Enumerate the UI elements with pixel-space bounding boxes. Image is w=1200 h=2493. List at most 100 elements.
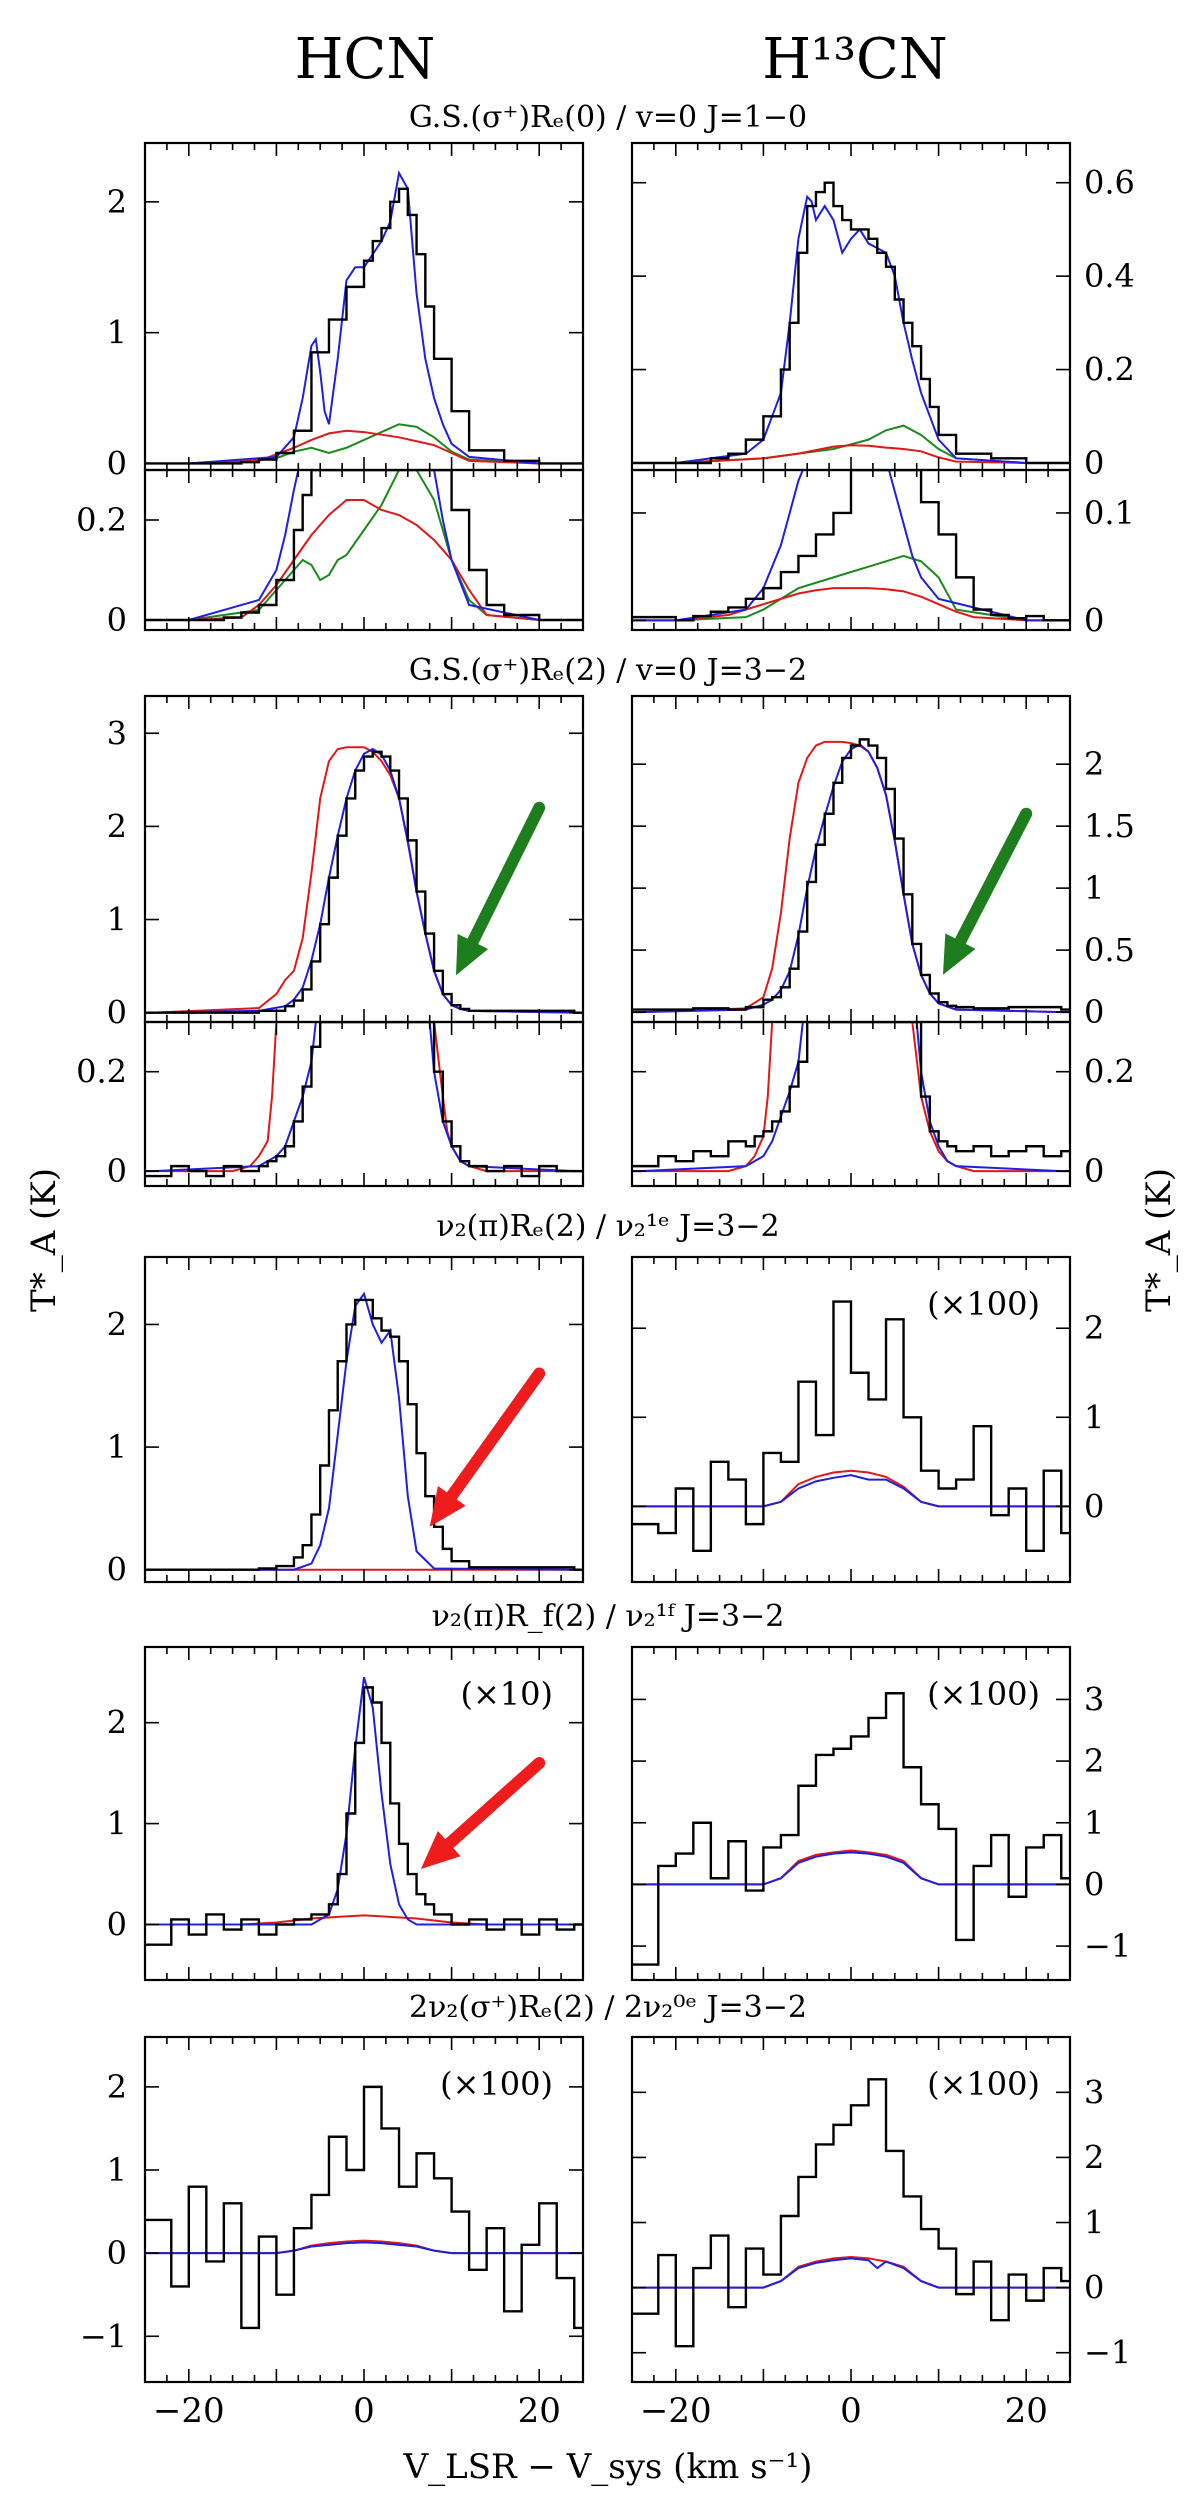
y-tick-label: 3 [1084, 2073, 1104, 2111]
series-model-red [632, 1022, 1070, 1173]
plot-area [145, 1022, 583, 1178]
plot-area [145, 170, 583, 465]
y-tick-label: 0 [107, 601, 127, 639]
series-model-green [632, 554, 1070, 622]
x-axis-label: V_LSR − V_sys (km s⁻¹) [403, 2447, 813, 2487]
series-observed [632, 1300, 1070, 1553]
panel-frame [630, 141, 1072, 472]
panel-6: 0 0.5 1 1.5 2 [630, 694, 1135, 1031]
y-tick-label: 1 [107, 314, 127, 352]
column-title-hcn: HCN [295, 27, 436, 92]
series-model-blue [632, 1474, 1070, 1508]
y-tick-label: 0 [1084, 601, 1104, 639]
y-tick-label: 0 [107, 994, 127, 1032]
section-label-3: ν₂(π)Rₑ(2) / ν₂¹ᵉ J=3−2 [436, 1209, 779, 1244]
panel-frame [143, 1020, 585, 1188]
series-observed [632, 181, 1070, 465]
x-tick-label: −20 [153, 2391, 225, 2431]
series-model-blue [632, 2257, 1070, 2289]
y-tick-label: 0.2 [1084, 1053, 1135, 1091]
y-tick-label: 3 [1084, 1680, 1104, 1718]
y-tick-label: 2 [107, 1305, 127, 1343]
y-tick-label: 1 [107, 1805, 127, 1843]
y-tick-label: −1 [1084, 2334, 1131, 2372]
y-tick-label: 0 [1084, 1865, 1104, 1903]
series-observed [145, 1298, 583, 1571]
arrow-green-head [455, 933, 489, 976]
y-tick-label: 3 [107, 714, 127, 752]
panel-2: 0 0.2 0.4 0.6 [630, 141, 1135, 482]
series-observed [632, 2078, 1070, 2348]
series-observed [632, 1692, 1070, 1966]
y-tick-label: 2 [1084, 2138, 1104, 2176]
x-tick-label: −20 [640, 2391, 712, 2431]
series-model-green [145, 470, 583, 621]
series-model-blue [145, 747, 583, 1014]
y-tick-label: 0 [1084, 444, 1104, 482]
panel-14: −1 0 1 2 3 (×100) −20 0 20 [630, 2035, 1131, 2431]
y-axis-label-right: T*_A (K) [1139, 1168, 1179, 1312]
y-tick-label: 2 [107, 2068, 127, 2106]
y-tick-label: 0 [107, 1551, 127, 1589]
plot-area [145, 2085, 583, 2330]
series-model-red [632, 444, 1070, 464]
arrow-red-shaft [443, 1757, 546, 1850]
y-tick-label: 0.4 [1084, 257, 1135, 295]
y-tick-label: 0 [107, 1906, 127, 1944]
series-model-blue [145, 1291, 583, 1571]
y-tick-label: 0 [1084, 2269, 1104, 2307]
y-tick-label: 0.1 [1084, 494, 1135, 532]
plot-area [632, 1692, 1070, 1966]
series-observed [632, 738, 1070, 1011]
panel-9: 0 1 2 [107, 1255, 585, 1589]
series-model-blue [632, 1022, 1070, 1173]
scale-annotation: (×10) [461, 1675, 554, 1713]
plot-area [145, 1291, 583, 1571]
y-tick-label: 0 [107, 2234, 127, 2272]
series-model-blue [632, 1851, 1070, 1886]
y-tick-label: 0 [1084, 1152, 1104, 1190]
arrow-green-shaft [954, 807, 1033, 948]
series-model-blue [145, 1022, 583, 1173]
panel-4: 00.1 [630, 468, 1135, 639]
plot-area [632, 1022, 1070, 1173]
x-tick-label: 0 [353, 2391, 375, 2431]
x-tick-label: 0 [840, 2391, 862, 2431]
plot-area [145, 470, 583, 622]
plot-area [632, 738, 1070, 1014]
y-tick-label: 2 [1084, 745, 1104, 783]
plot-area [632, 470, 1070, 622]
scale-annotation: (×100) [927, 1285, 1040, 1323]
y-tick-label: 2 [1084, 1742, 1104, 1780]
series-observed [632, 470, 1070, 622]
series-observed [145, 470, 583, 622]
series-observed [145, 2085, 583, 2330]
series-model-blue [145, 2241, 583, 2255]
series-model-red [145, 746, 583, 1014]
section-label-2: G.S.(σ⁺)Rₑ(2) / v=0 J=3−2 [409, 653, 807, 688]
series-observed [145, 750, 583, 1014]
series-observed [145, 1686, 583, 1946]
series-model-red [632, 740, 1070, 1014]
y-tick-label: −1 [80, 2317, 127, 2355]
plot-area [632, 1300, 1070, 1553]
y-tick-label: 1 [107, 2151, 127, 2189]
section-label-4: ν₂(π)R_f(2) / ν₂¹ᶠ J=3−2 [432, 1599, 785, 1634]
y-tick-label: 0 [107, 444, 127, 482]
series-model-red [145, 1022, 583, 1173]
arrow-red-shaft [445, 1367, 546, 1502]
y-tick-label: 2 [107, 183, 127, 221]
series-observed [145, 187, 583, 465]
panel-1: 0 1 2 [107, 141, 585, 482]
y-tick-label: 1.5 [1084, 807, 1135, 845]
y-tick-label: 2 [107, 807, 127, 845]
scale-annotation: (×100) [927, 1675, 1040, 1713]
arrow-green-head [942, 933, 976, 975]
panel-frame [143, 468, 585, 632]
y-tick-label: 0.6 [1084, 164, 1135, 202]
plot-area [632, 2078, 1070, 2348]
section-label-1: G.S.(σ⁺)Rₑ(0) / v=0 J=1−0 [409, 100, 807, 135]
y-tick-label: 0.2 [1084, 351, 1135, 389]
column-title-h13cn: H¹³CN [762, 27, 948, 92]
